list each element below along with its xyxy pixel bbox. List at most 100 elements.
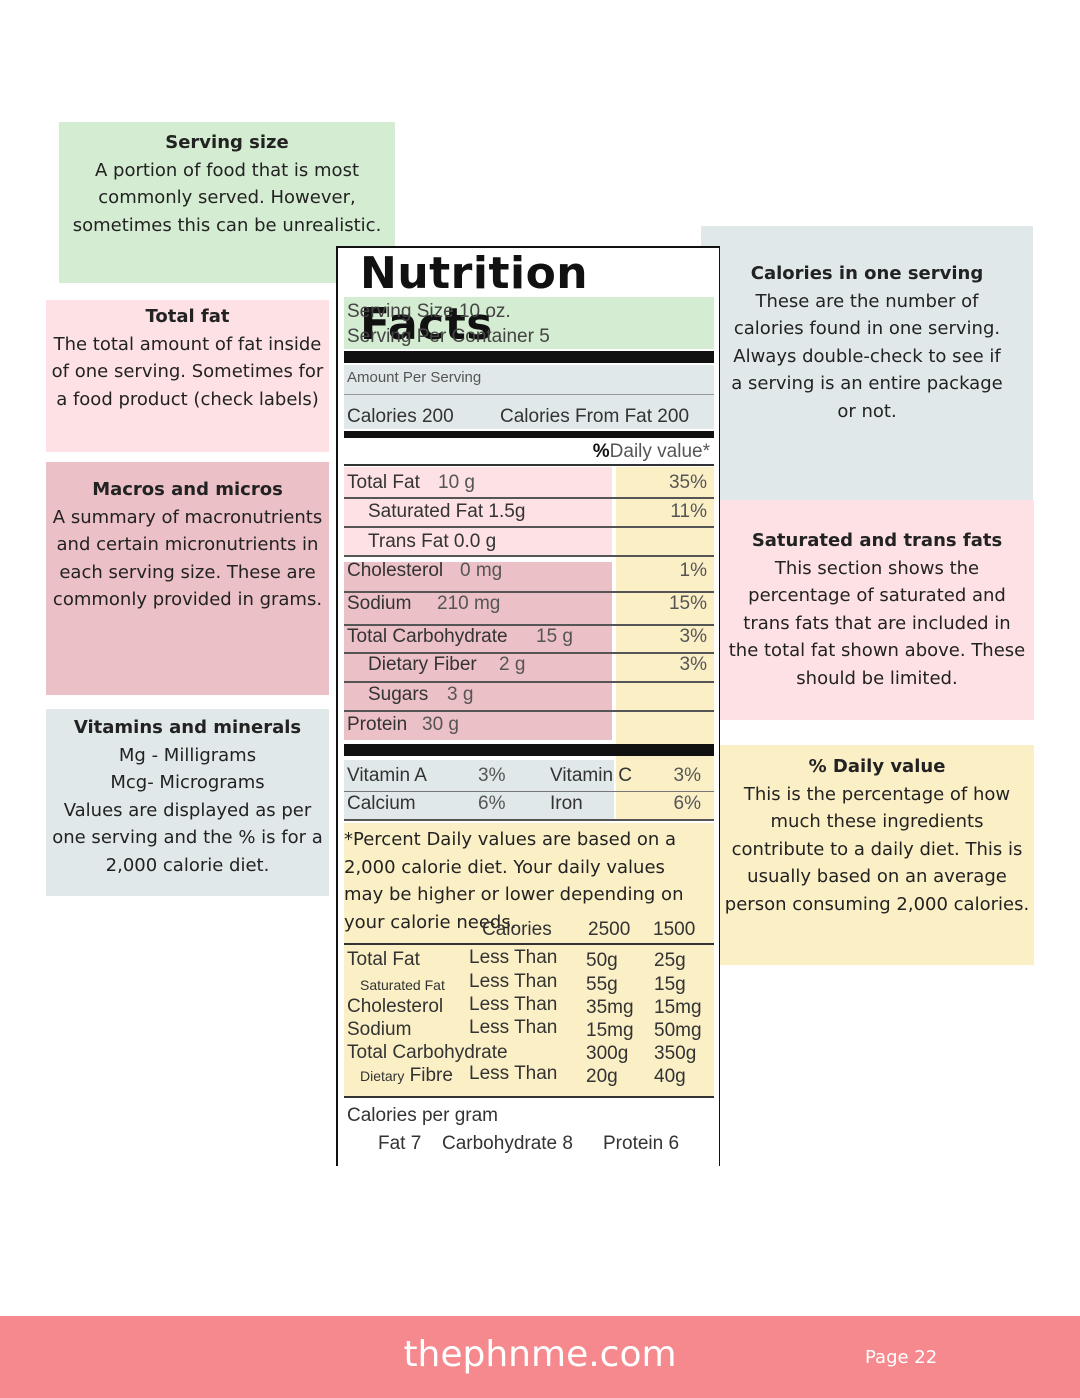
macros-note: Macros and micros A summary of macronutr… — [46, 462, 329, 695]
cal-per-gram-item: Carbohydrate 8 — [442, 1133, 573, 1154]
page-number: Page 22 — [865, 1347, 938, 1368]
ref-value-1500: 25g — [654, 950, 686, 971]
nutrient-amount: 2 g — [499, 654, 526, 675]
calories-note: Calories in one serving These are the nu… — [701, 226, 1033, 500]
ref-qualifier: Less Than — [469, 1017, 558, 1038]
nutrient-rule — [344, 526, 714, 528]
serving-band — [344, 297, 714, 349]
nutrient-dv: 1% — [679, 560, 707, 581]
nutrient-name: Sodium — [347, 593, 412, 614]
nutrition-facts-label: Nutrition Facts Serving Size 10 oz. Serv… — [336, 246, 720, 1166]
ref-value-2500: 300g — [586, 1043, 629, 1064]
nutrient-name: Trans Fat 0.0 g — [368, 531, 497, 552]
nutrient-rule — [344, 681, 714, 683]
ref-qualifier: Less Than — [469, 971, 558, 992]
nutrient-name: Saturated Fat 1.5g — [368, 501, 526, 522]
serving-size-note-body: A portion of food that is most commonly … — [72, 159, 382, 236]
ref-name: Cholesterol — [347, 996, 444, 1017]
fat-band — [344, 467, 612, 555]
calories-from-fat: Calories From Fat 200 — [500, 406, 690, 427]
vitamin-row-rule — [344, 791, 714, 792]
ref-name-small: Dietary — [360, 1068, 405, 1084]
ref-qualifier: Less Than — [469, 994, 558, 1015]
sat-trans-note-title: Saturated and trans fats — [751, 530, 1003, 551]
nutrient-dv: 3% — [679, 626, 707, 647]
ref-qualifier: Less Than — [469, 947, 558, 968]
nutrient-name: Dietary Fiber — [368, 654, 477, 675]
amount-per-serving: Amount Per Serving — [347, 369, 482, 386]
nutrient-dv: 3% — [679, 654, 707, 675]
vitamins-note: Vitamins and minerals Mg - Milligrams Mc… — [46, 709, 329, 896]
percent-symbol: % — [592, 441, 610, 462]
footnote: *Percent Daily values are based on a 2,0… — [344, 829, 684, 933]
ref-value-2500: 15mg — [586, 1020, 634, 1041]
nutrient-amount: 10 g — [438, 472, 475, 493]
serving-size-note: Serving size A portion of food that is m… — [59, 122, 395, 283]
ref-name: Dietary Fibre — [360, 1065, 453, 1087]
cal-per-gram-title: Calories per gram — [347, 1105, 498, 1126]
ref-value-1500: 15g — [654, 974, 686, 995]
dv-header-rule — [344, 464, 714, 466]
calories-note-title: Calories in one serving — [750, 263, 984, 284]
medium-rule — [344, 431, 714, 438]
nutrient-rule — [344, 591, 714, 593]
ref-value-2500: 50g — [586, 950, 618, 971]
calories-note-body: These are the number of calories found i… — [731, 290, 1003, 422]
dv-column-band — [616, 467, 714, 820]
ref-name: Total Fat — [347, 949, 420, 970]
vitamin-name: Vitamin A — [347, 765, 427, 786]
nutrient-name: Protein — [347, 714, 408, 735]
nutrient-rule — [344, 555, 714, 557]
vitamin-name: Vitamin C — [550, 765, 633, 786]
total-fat-note-title: Total fat — [145, 306, 230, 327]
ref-header-rule — [344, 943, 714, 945]
vitamin-name: Calcium — [347, 793, 416, 814]
footnote-band — [344, 823, 714, 1098]
ref-value-1500: 50mg — [654, 1020, 702, 1041]
daily-value-header: %Daily value* — [593, 441, 710, 463]
nutrient-dv: 11% — [670, 501, 707, 522]
ref-value-1500: 15mg — [654, 997, 702, 1018]
nutrient-rule — [344, 497, 714, 499]
vitamin-dv: 6% — [478, 793, 506, 814]
serving-size-note-title: Serving size — [165, 132, 289, 153]
thick-rule — [344, 351, 714, 363]
daily-value-header-text: Daily value* — [609, 441, 710, 462]
ref-name: Saturated Fat — [360, 977, 445, 993]
ref-name: Sodium — [347, 1019, 412, 1040]
calories-band — [344, 365, 714, 429]
cal-per-gram-item: Protein 6 — [603, 1133, 680, 1154]
nutrient-dv: 35% — [668, 472, 707, 493]
calories: Calories 200 — [347, 406, 454, 427]
nutrient-rule — [344, 652, 714, 654]
macros-note-title: Macros and micros — [92, 479, 283, 500]
cal-per-gram-rule — [344, 1096, 714, 1098]
vitamins-note-body: Mg - Milligrams Mcg- Micrograms Values a… — [52, 744, 323, 876]
serving-size: Serving Size 10 oz. — [347, 301, 511, 322]
ref-qualifier: Less Than — [469, 1063, 558, 1084]
thin-rule — [344, 394, 714, 395]
site-link[interactable]: thephnme.com — [403, 1334, 677, 1375]
nutrient-amount: 210 mg — [437, 593, 501, 614]
servings-per-container: Serving Per Container 5 — [347, 326, 550, 347]
vitamins-note-title: Vitamins and minerals — [73, 717, 302, 738]
footer: thephnme.com Page 22 — [0, 1316, 1080, 1398]
ref-value-1500: 40g — [654, 1066, 686, 1087]
ref-name-big: Fibre — [409, 1065, 453, 1086]
nutrient-amount: 0 mg — [460, 560, 503, 581]
ref-value-1500: 350g — [654, 1043, 697, 1064]
vitamin-dv: 3% — [673, 765, 701, 786]
nutrient-dv: 15% — [668, 593, 707, 614]
vitamin-dv: 6% — [673, 793, 701, 814]
macros-note-body: A summary of macronutrients and certain … — [52, 506, 323, 611]
ref-header-calories: Calories — [482, 919, 552, 940]
vitamins-bottom-rule — [344, 819, 714, 821]
total-fat-note-body: The total amount of fat inside of one se… — [51, 333, 324, 410]
nutrient-rule — [344, 710, 714, 712]
daily-value-note-body: This is the percentage of how much these… — [724, 783, 1030, 915]
vitamin-name: Iron — [550, 793, 583, 814]
nutrient-name: Total Fat — [347, 472, 420, 493]
sat-trans-note-body: This section shows the percentage of sat… — [728, 557, 1026, 689]
nutrient-rule — [344, 624, 714, 626]
nutrient-name: Total Carbohydrate — [347, 626, 508, 647]
